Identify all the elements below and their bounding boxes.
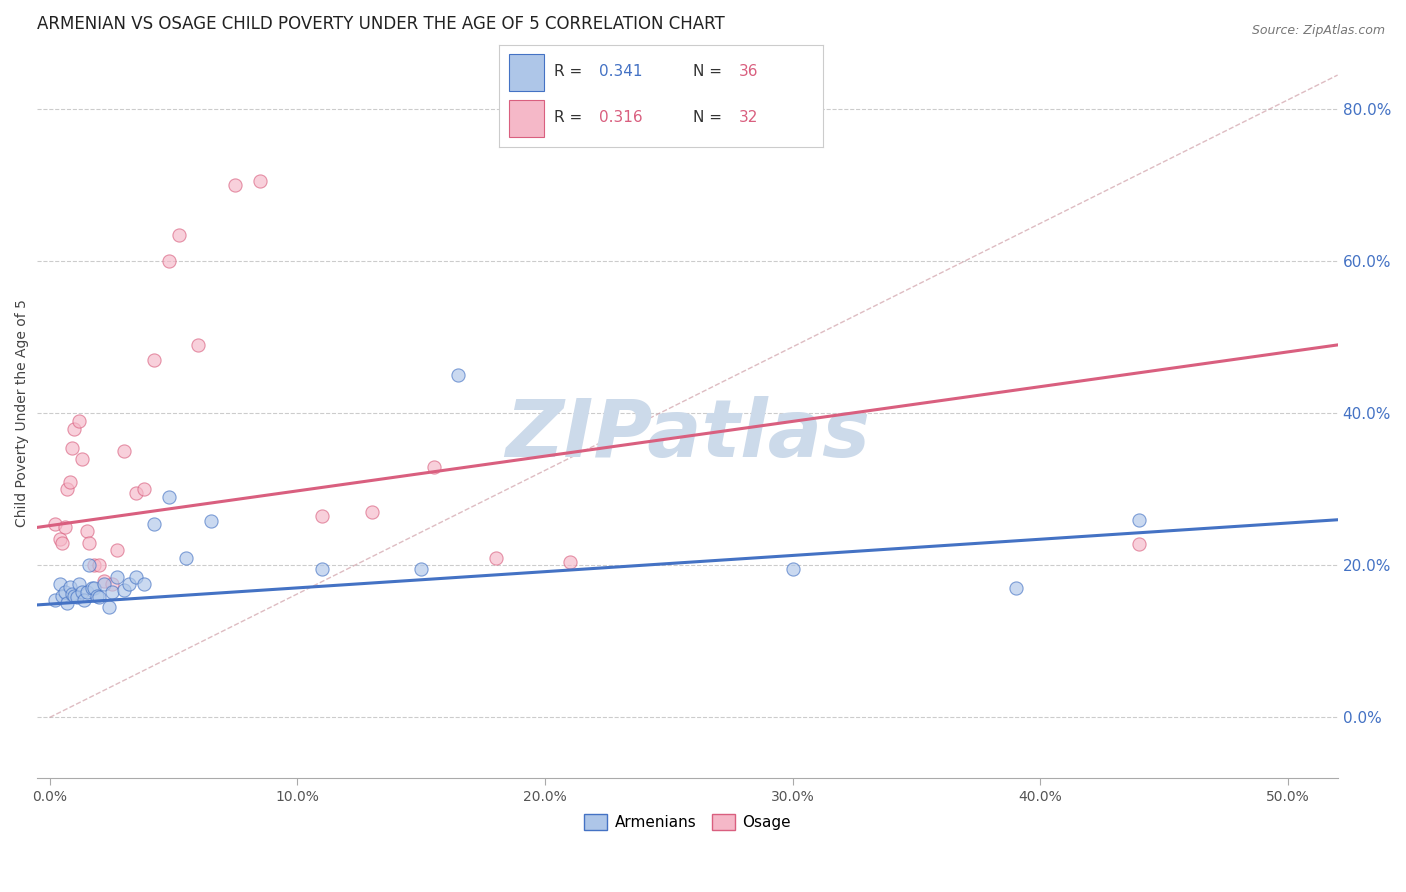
Point	[83, 558, 105, 573]
Point	[1128, 537, 1150, 551]
Text: R =: R =	[554, 64, 588, 79]
Point	[60, 587, 83, 601]
Point	[105, 570, 128, 584]
Point	[411, 562, 433, 576]
Point	[60, 441, 83, 455]
Point	[167, 227, 190, 242]
Point	[118, 577, 141, 591]
Point	[224, 178, 246, 193]
Point	[447, 368, 470, 383]
Point	[93, 577, 115, 591]
Point	[174, 550, 197, 565]
Point	[56, 483, 79, 497]
Point	[1004, 581, 1026, 595]
Point	[89, 591, 111, 605]
Point	[48, 532, 70, 546]
Text: 36: 36	[738, 64, 758, 79]
Point	[53, 585, 76, 599]
Point	[86, 589, 108, 603]
Point	[311, 508, 333, 523]
Point	[70, 452, 93, 467]
Text: 0.316: 0.316	[599, 111, 643, 126]
Point	[782, 562, 804, 576]
Text: R =: R =	[554, 111, 588, 126]
Text: Source: ZipAtlas.com: Source: ZipAtlas.com	[1251, 24, 1385, 37]
Point	[100, 585, 122, 599]
Point	[132, 483, 155, 497]
Point	[100, 577, 122, 591]
Point	[58, 580, 80, 594]
Text: 0.341: 0.341	[599, 64, 643, 79]
Point	[58, 475, 80, 489]
Point	[484, 550, 506, 565]
Text: ARMENIAN VS OSAGE CHILD POVERTY UNDER THE AGE OF 5 CORRELATION CHART: ARMENIAN VS OSAGE CHILD POVERTY UNDER TH…	[38, 15, 725, 33]
Point	[249, 174, 271, 188]
Point	[360, 505, 382, 519]
Text: N =: N =	[693, 111, 727, 126]
Point	[51, 589, 73, 603]
Point	[63, 589, 86, 603]
Point	[157, 254, 180, 268]
Point	[105, 543, 128, 558]
Point	[44, 592, 66, 607]
Point	[56, 596, 79, 610]
Point	[53, 520, 76, 534]
Point	[79, 558, 101, 573]
Point	[187, 338, 209, 352]
Point	[311, 562, 333, 576]
Point	[73, 592, 96, 607]
Point	[48, 577, 70, 591]
Point	[70, 585, 93, 599]
Text: 32: 32	[738, 111, 758, 126]
Point	[89, 558, 111, 573]
Point	[422, 459, 444, 474]
Point	[93, 574, 115, 588]
Bar	[509, 54, 544, 91]
Point	[157, 490, 180, 504]
Point	[44, 516, 66, 531]
Point	[98, 600, 121, 615]
Bar	[509, 100, 544, 137]
Point	[142, 516, 165, 531]
Text: N =: N =	[693, 64, 727, 79]
Point	[63, 421, 86, 435]
Point	[67, 577, 90, 591]
Point	[79, 535, 101, 549]
Point	[112, 444, 135, 458]
Point	[200, 514, 222, 528]
Point	[558, 555, 581, 569]
Point	[80, 581, 103, 595]
Point	[112, 582, 135, 597]
Legend: Armenians, Osage: Armenians, Osage	[578, 808, 797, 837]
Point	[66, 591, 89, 605]
Point	[76, 524, 98, 538]
Point	[83, 581, 105, 595]
Point	[51, 535, 73, 549]
Point	[132, 577, 155, 591]
Point	[1128, 513, 1150, 527]
Point	[125, 570, 148, 584]
Y-axis label: Child Poverty Under the Age of 5: Child Poverty Under the Age of 5	[15, 300, 30, 527]
Text: ZIPatlas: ZIPatlas	[505, 396, 870, 475]
Point	[142, 353, 165, 368]
Point	[67, 414, 90, 428]
Point	[76, 585, 98, 599]
Point	[125, 486, 148, 500]
